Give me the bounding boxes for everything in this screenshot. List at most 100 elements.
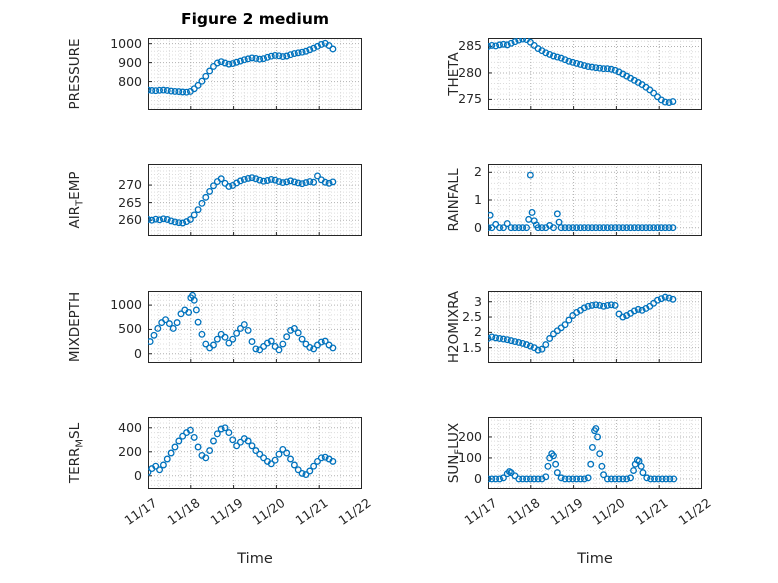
y-tick-label: 1.5 <box>462 339 482 355</box>
data-point <box>573 59 581 67</box>
data-point <box>507 39 515 47</box>
data-point <box>329 178 337 186</box>
data-point <box>596 64 604 72</box>
data-point <box>152 462 160 470</box>
data-point <box>183 88 190 96</box>
data-point <box>552 460 560 468</box>
data-point <box>665 224 673 232</box>
data-point <box>148 86 152 94</box>
data-point <box>198 199 206 207</box>
data-point <box>194 206 202 214</box>
data-point <box>550 224 557 232</box>
data-point <box>519 475 527 483</box>
data-point <box>317 40 325 48</box>
data-point <box>546 50 554 58</box>
data-point <box>321 178 329 186</box>
data-point <box>244 55 252 63</box>
data-point <box>515 224 523 232</box>
data-point <box>202 340 210 348</box>
data-point <box>325 341 333 349</box>
y-tick-label: 2 <box>474 324 482 340</box>
data-point <box>279 53 287 61</box>
data-point <box>171 443 179 451</box>
data-point <box>553 53 561 61</box>
data-point <box>584 302 592 310</box>
data-point <box>217 58 225 66</box>
data-point <box>519 38 527 43</box>
data-point <box>240 175 248 183</box>
data-point <box>329 457 337 465</box>
data-point <box>623 224 631 232</box>
data-point <box>538 345 546 353</box>
data-point <box>310 345 318 353</box>
data-point <box>627 224 634 232</box>
data-point <box>488 224 496 232</box>
data-point <box>192 306 200 314</box>
data-point <box>148 216 156 224</box>
data-point <box>202 72 210 80</box>
data-point <box>565 475 573 483</box>
data-point <box>260 454 268 462</box>
data-point <box>503 336 511 344</box>
data-point <box>225 339 233 347</box>
data-point <box>290 178 298 186</box>
y-tick-label: 2 <box>474 164 482 180</box>
data-point <box>584 63 592 71</box>
data-point <box>670 475 678 483</box>
data-point <box>213 430 221 438</box>
data-point <box>638 306 646 314</box>
data-point <box>488 333 496 341</box>
data-point <box>167 217 175 225</box>
data-point <box>283 52 291 60</box>
y-tick-label: 260 <box>118 212 142 228</box>
data-point <box>603 475 611 483</box>
data-point <box>573 224 581 232</box>
plot-theta <box>488 38 702 110</box>
data-point <box>159 461 167 469</box>
data-point <box>615 224 623 232</box>
data-point <box>283 449 291 457</box>
y-tick-label: 0 <box>134 467 142 483</box>
data-point <box>190 433 198 441</box>
data-point <box>611 66 619 74</box>
data-point <box>619 224 627 232</box>
data-point <box>202 454 210 462</box>
data-point <box>159 86 167 94</box>
data-point <box>499 40 507 48</box>
y-tick-label: 1000 <box>110 35 142 51</box>
data-point <box>298 469 306 477</box>
data-point <box>287 455 294 463</box>
data-point <box>310 44 318 52</box>
data-point <box>596 450 604 458</box>
data-point <box>210 437 217 445</box>
data-point <box>630 467 637 474</box>
data-point <box>290 50 298 57</box>
data-point <box>630 224 638 232</box>
data-point <box>499 224 507 232</box>
y-tick-label: 1 <box>474 192 482 207</box>
data-point <box>588 224 596 232</box>
plot-mixdepth <box>148 291 362 363</box>
data-point <box>275 52 283 60</box>
data-point <box>576 224 584 232</box>
data-point <box>148 338 154 346</box>
data-point <box>275 346 283 354</box>
data-point <box>619 475 627 483</box>
data-point <box>163 455 171 463</box>
data-point <box>588 301 596 309</box>
plot-pressure <box>148 38 362 110</box>
data-point <box>492 334 500 342</box>
data-point <box>283 178 291 186</box>
data-point <box>158 319 166 327</box>
data-point <box>194 443 202 451</box>
data-point <box>210 62 217 70</box>
data-point <box>252 345 260 353</box>
data-point <box>190 211 198 219</box>
data-point <box>314 457 321 465</box>
data-point <box>298 335 306 343</box>
data-point <box>252 55 260 62</box>
y-axis-label-terr_msl: TERRMSL <box>67 422 86 484</box>
data-point <box>596 301 604 309</box>
data-point <box>550 452 557 460</box>
data-point <box>198 77 206 85</box>
